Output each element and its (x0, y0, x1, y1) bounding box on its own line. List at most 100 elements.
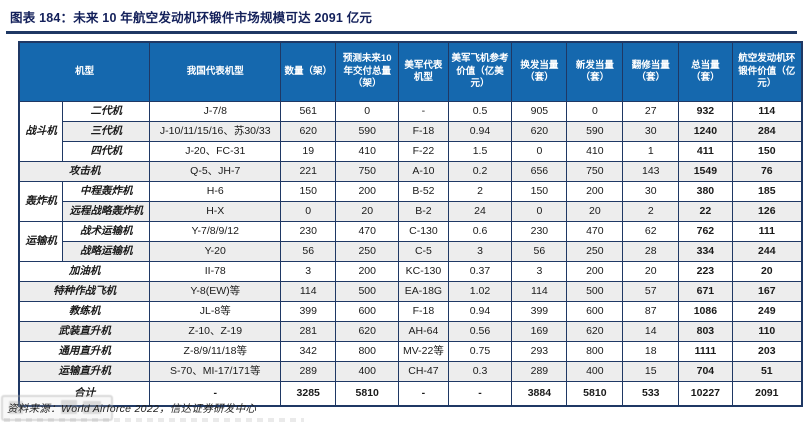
figure-title: 图表 184：未来 10 年航空发动机环锻件市场规模可达 2091 亿元 (10, 11, 373, 25)
table-cell: 704 (678, 361, 733, 382)
table-cell: 20 (566, 201, 624, 222)
group-label: 运输机 (18, 221, 64, 262)
row-label: 特种作战飞机 (18, 281, 151, 302)
table-cell: 334 (678, 241, 733, 262)
column-header: 换发当量（套） (511, 41, 568, 102)
column-header: 我国代表机型 (149, 41, 282, 102)
table-cell: 470 (566, 221, 624, 242)
table-cell: J-10/11/15/16、苏30/33 (149, 121, 282, 142)
table-cell: 20 (622, 261, 680, 282)
table-cell: 250 (335, 241, 400, 262)
table-cell: - (398, 381, 449, 407)
table-cell: C-5 (398, 241, 449, 262)
column-header: 新发当量（套） (566, 41, 624, 102)
table-row: 运输直升机 S-70、MI-17/171等 289 400 CH-47 0.3 289 400… (18, 361, 803, 382)
table-cell: Y-7/8/9/12 (149, 221, 282, 242)
table-cell: 750 (566, 161, 624, 182)
table-cell: A-10 (398, 161, 449, 182)
table-cell: 671 (678, 281, 733, 302)
table-cell: 284 (731, 121, 803, 142)
table-row: 特种作战飞机 Y-8(EW)等 114 500 EA-18G 1.02 114 500 57 67… (18, 281, 803, 302)
total-row: 合计 -3285 5810- -3884 5810 533 10227 2091 (18, 381, 803, 407)
table-cell: 244 (731, 241, 803, 262)
table-cell: 150 (280, 181, 337, 202)
table-cell: Z-8/9/11/18等 (149, 341, 282, 362)
table-cell: 600 (566, 301, 624, 322)
table-cell: 76 (731, 161, 803, 182)
table-cell: B-52 (398, 181, 449, 202)
table-cell: 0.3 (447, 361, 513, 382)
table-cell: 3884 (511, 381, 568, 407)
row-sublabel: 二代机 (62, 101, 151, 122)
table-cell: 185 (731, 181, 803, 202)
table-cell: 223 (678, 261, 733, 282)
table-cell: 114 (731, 101, 803, 122)
column-header: 翻修当量（套） (622, 41, 680, 102)
table-cell: 230 (280, 221, 337, 242)
table-cell: 289 (511, 361, 568, 382)
table-cell: Y-8(EW)等 (149, 281, 282, 302)
table-cell: 620 (511, 121, 568, 142)
table-cell: 600 (335, 301, 400, 322)
table-cell: 51 (731, 361, 803, 382)
column-header: 美军飞机参考价值（亿美元） (447, 41, 513, 102)
table-cell: 400 (335, 361, 400, 382)
table-cell: 56 (280, 241, 337, 262)
table-cell: 1549 (678, 161, 733, 182)
table-cell: C-130 (398, 221, 449, 242)
table-cell: 22 (678, 201, 733, 222)
table-row: 远程战略轰炸机 H-X 0 20 B-2 24 0 20 2 22 126 (19, 201, 803, 222)
table-cell: 800 (335, 341, 400, 362)
table-cell: 169 (511, 321, 568, 342)
table-body: 战斗机 二代机 J-7/8 561 0-0.5 905 0 27 932 114 三代机 J-10/1… (18, 101, 803, 407)
table-cell: 110 (731, 321, 803, 342)
group-label: 轰炸机 (18, 181, 64, 222)
table-cell: 0 (280, 201, 337, 222)
table-cell: 399 (280, 301, 337, 322)
table-cell: 2 (622, 201, 680, 222)
column-header: 总当量（套） (678, 41, 733, 102)
table-cell: 410 (335, 141, 400, 162)
table-cell: 20 (731, 261, 803, 282)
table-cell: 590 (566, 121, 624, 142)
column-header: 机型 (18, 41, 151, 102)
table-row: 运输机 战术运输机 Y-7/8/9/12 230 470 C-130 0.6 230 470 62… (18, 221, 803, 262)
table-cell: 620 (280, 121, 337, 142)
table-cell: 150 (511, 181, 568, 202)
table-cell: B-2 (398, 201, 449, 222)
watermark-glyph (61, 400, 77, 414)
table-cell: 30 (622, 181, 680, 202)
table-cell: 3 (447, 241, 513, 262)
table-row: 攻击机 Q-5、JH-7 221 750 A-10 0.2 656 750 143 1549 76 (18, 161, 803, 182)
table-cell: CH-47 (398, 361, 449, 382)
watermark-stamp (1, 395, 113, 421)
table-cell: H-6 (149, 181, 282, 202)
table-cell: Z-10、Z-19 (149, 321, 282, 342)
watermark-glyph (83, 401, 101, 414)
table-cell: 289 (280, 361, 337, 382)
table-cell: 114 (280, 281, 337, 302)
row-label: 运输直升机 (18, 361, 151, 382)
table-cell: 500 (566, 281, 624, 302)
table-cell: 200 (566, 181, 624, 202)
table-cell: EA-18G (398, 281, 449, 302)
table-cell: 150 (731, 141, 803, 162)
table-cell: 3 (511, 261, 568, 282)
table-cell: - (447, 381, 513, 407)
table-cell: 250 (566, 241, 624, 262)
table-cell: 0.2 (447, 161, 513, 182)
table-cell: 3285 (280, 381, 337, 407)
table-cell: 200 (566, 261, 624, 282)
table-header: 机型 我国代表机型 数量（架） 预测未来10年交付总量（架） 美军代表机型 美军飞机参考价… (18, 41, 803, 102)
table-cell: 342 (280, 341, 337, 362)
table-cell: 15 (622, 361, 680, 382)
group-label: 战斗机 (18, 101, 64, 162)
table-cell: F-18 (398, 121, 449, 142)
table-cell: J-7/8 (149, 101, 282, 122)
table-cell: 20 (335, 201, 400, 222)
table-cell: II-78 (149, 261, 282, 282)
table-cell: 0.56 (447, 321, 513, 342)
table-cell: 0.75 (447, 341, 513, 362)
table-cell: 400 (566, 361, 624, 382)
table-cell: 762 (678, 221, 733, 242)
